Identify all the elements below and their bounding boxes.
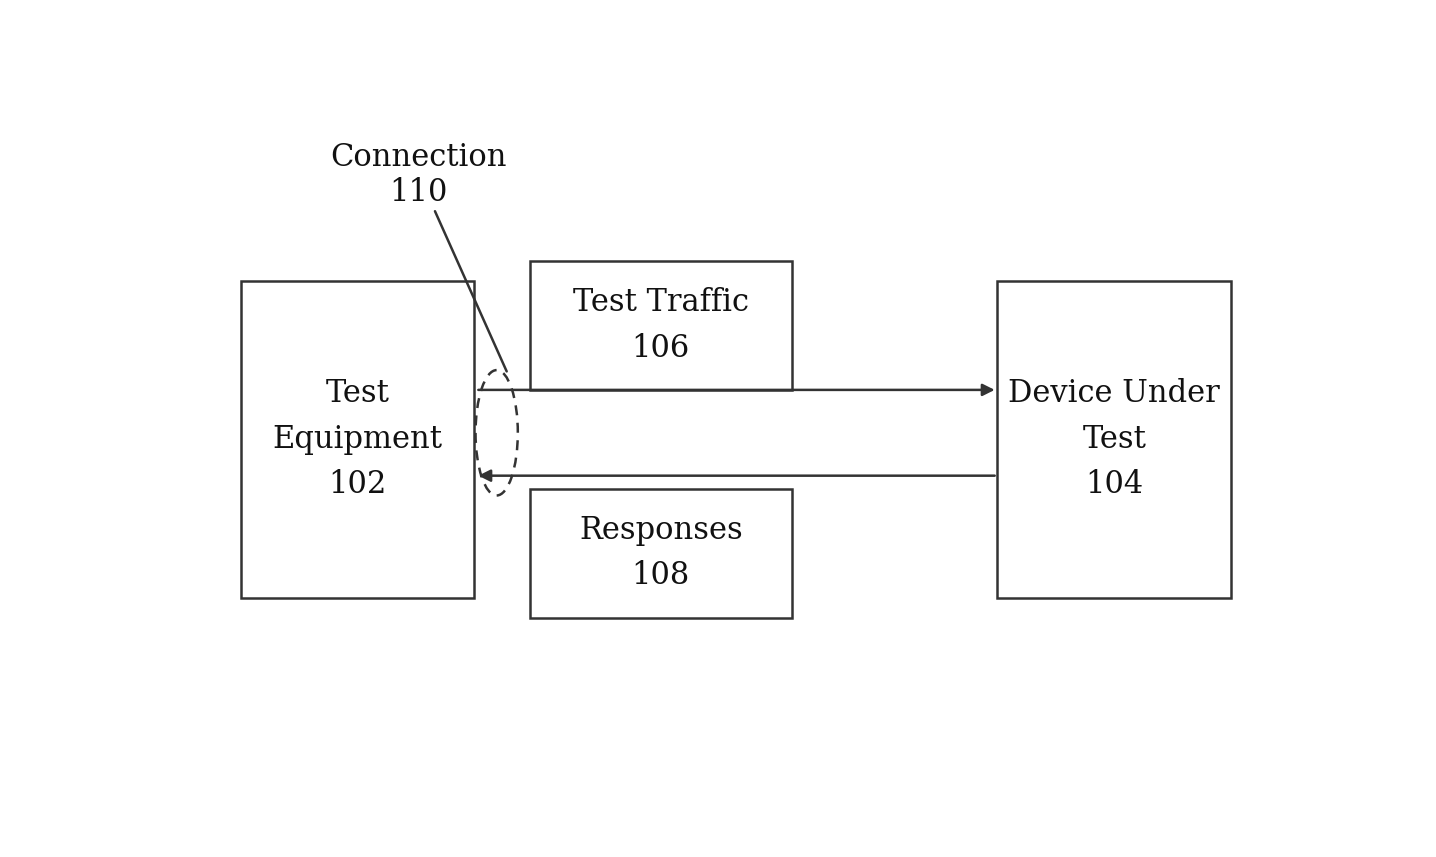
Bar (530, 488, 791, 618)
Text: Test Traffic
106: Test Traffic 106 (573, 287, 748, 363)
Text: Responses
108: Responses 108 (579, 515, 742, 591)
Text: Test
Equipment
102: Test Equipment 102 (273, 379, 442, 500)
Text: Connection
110: Connection 110 (330, 141, 507, 371)
Bar (998, 281, 1231, 598)
Text: Device Under
Test
104: Device Under Test 104 (1008, 379, 1221, 500)
Bar (530, 261, 791, 390)
Bar (241, 281, 474, 598)
